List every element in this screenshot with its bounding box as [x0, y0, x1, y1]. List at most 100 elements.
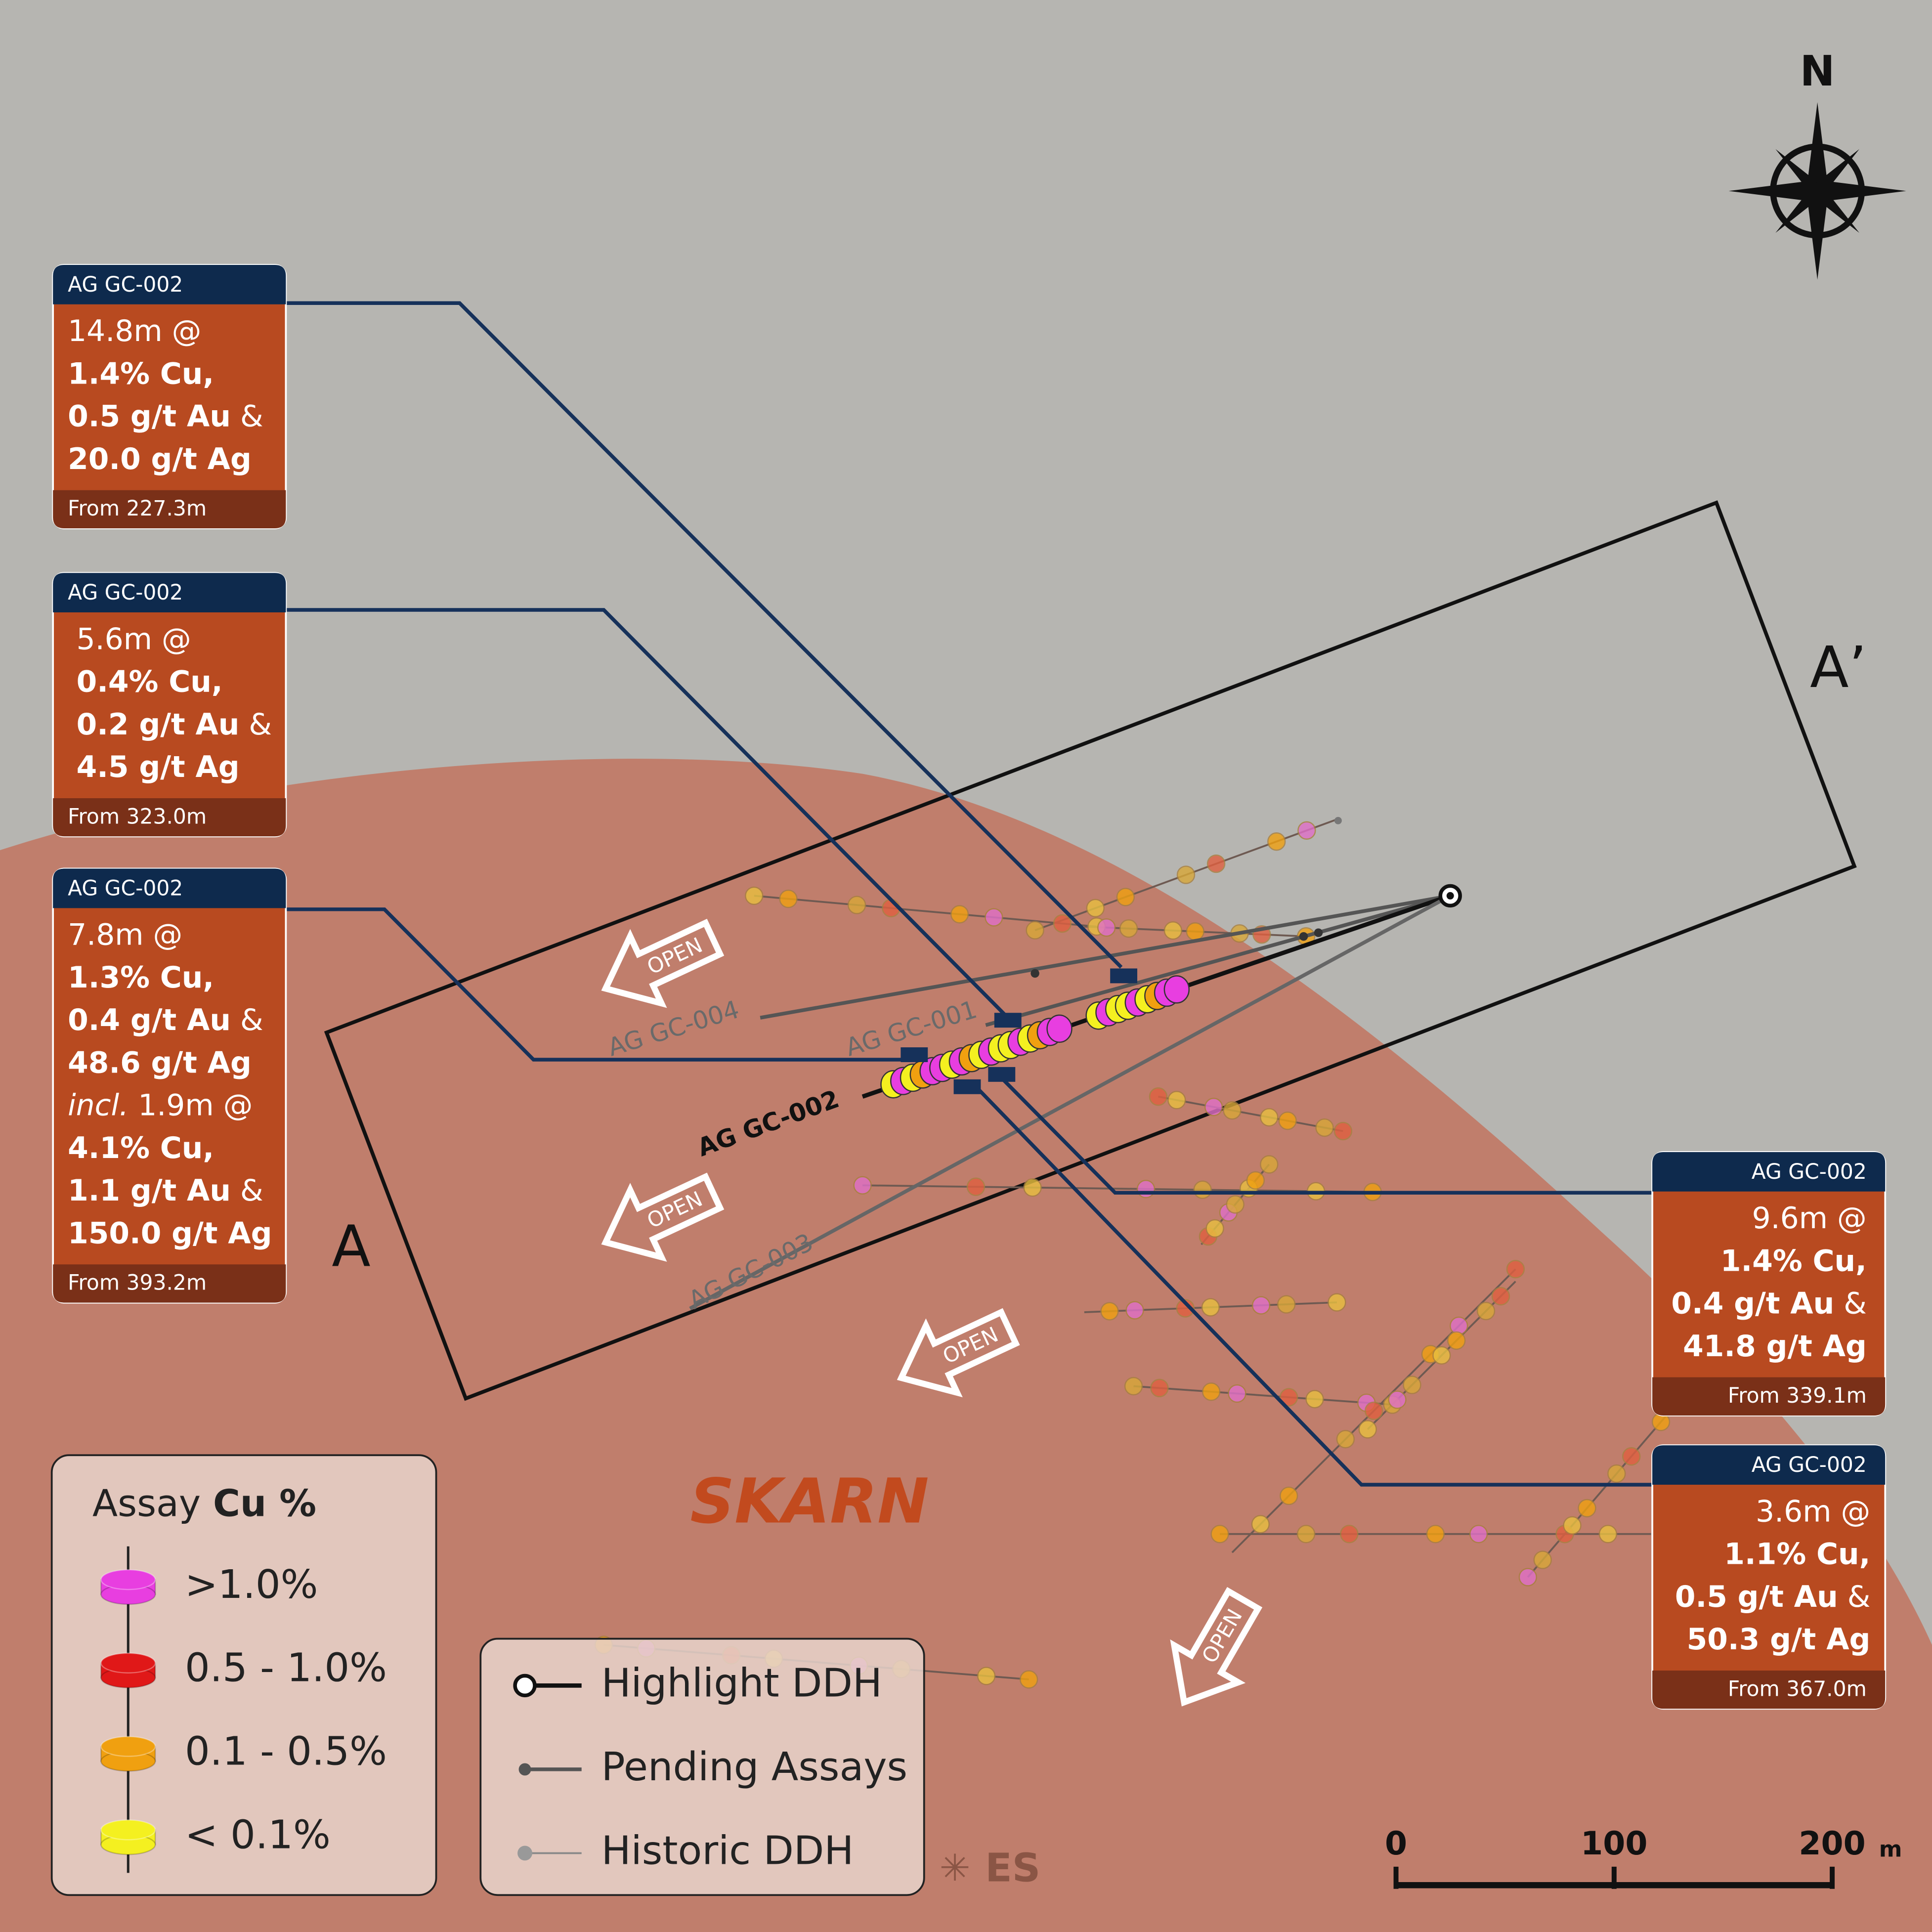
- drillhole: [760, 894, 1451, 1020]
- callout-from: From 227.3m: [68, 496, 207, 520]
- historic-assay: [1023, 1178, 1042, 1197]
- callout-header: [53, 264, 286, 304]
- callout-line: 0.5 g/t Au &: [1675, 1579, 1870, 1614]
- callout-hole: AG GC-002: [1752, 1159, 1867, 1184]
- logo: ES: [985, 1845, 1040, 1890]
- historic-assay: [1279, 1486, 1298, 1505]
- cylinder-top: [100, 1819, 156, 1841]
- callout-from: From 323.0m: [68, 804, 207, 828]
- callout-line: 5.6m @: [77, 622, 191, 656]
- callout-line: 14.8m @: [68, 314, 201, 348]
- historic-assay: [1277, 1295, 1296, 1314]
- callout-text: 4.5 g/t Ag: [77, 750, 240, 784]
- skarn-area: [0, 759, 1932, 1932]
- historic-assay: [1305, 1390, 1324, 1409]
- callout-header: [1652, 1152, 1886, 1192]
- compass-star-diag: [1775, 149, 1859, 233]
- historic-assay: [1622, 1447, 1641, 1466]
- callout-footer: [1652, 1670, 1886, 1709]
- historic-assay: [1315, 1118, 1334, 1137]
- historic-assay: [1518, 1568, 1537, 1587]
- historic-assay: [1053, 914, 1072, 933]
- callout-line: 4.5 g/t Ag: [77, 750, 240, 784]
- historic-assay: [1124, 1376, 1143, 1396]
- historic-ddh: [1133, 1385, 1393, 1406]
- callout-header: [1652, 1445, 1886, 1485]
- intercept-marker: [953, 1079, 981, 1094]
- leader-line: [996, 1073, 1653, 1195]
- callout-text: 0.5 g/t Au: [1675, 1579, 1838, 1614]
- historic-assay: [966, 1177, 986, 1196]
- callout-line: 0.2 g/t Au &: [77, 707, 272, 741]
- historic-assay: [1100, 1302, 1119, 1321]
- historic-assay: [853, 1176, 872, 1195]
- callout: AG GC-002 9.6m @ 1.4% Cu, 0.4 g/t Au & 41.8 …: [1651, 1151, 1887, 1417]
- callout-text: &: [231, 399, 263, 433]
- historic-assay: [1026, 921, 1044, 940]
- historic-assay: [1205, 1219, 1224, 1238]
- historic-assay: [1563, 1516, 1582, 1535]
- cylinder-top: [100, 1652, 156, 1674]
- callout-text: 7.8m @: [68, 917, 182, 952]
- callout-line: 1.4% Cu,: [68, 356, 214, 391]
- assay-legend-title: Assay Cu %: [92, 1482, 316, 1525]
- drillhole: [985, 894, 1451, 1027]
- historic-assay: [1426, 1525, 1445, 1544]
- callout-text: &: [1838, 1579, 1871, 1614]
- historic-assay: [1228, 1384, 1246, 1403]
- callout-text: &: [1834, 1286, 1867, 1321]
- historic-assay: [1533, 1550, 1552, 1569]
- cylinder-top: [100, 1569, 156, 1590]
- unit-label: SKARN: [690, 1466, 929, 1538]
- callout-text: 0.4 g/t Au: [68, 1003, 231, 1037]
- open-arrow-shape: [897, 1308, 1020, 1398]
- ddh-legend-box: [479, 1637, 925, 1896]
- assay-marker: [1046, 1014, 1073, 1043]
- logo-mark: ✳: [940, 1846, 971, 1889]
- historic-assay: [1340, 1525, 1359, 1544]
- callout-text: 0.2 g/t Au: [77, 707, 240, 741]
- scale-label: 200: [1799, 1825, 1865, 1862]
- historic-assay: [1328, 1293, 1346, 1312]
- assay-legend-label: 0.1 - 0.5%: [185, 1728, 387, 1774]
- open-arrow-shape: [601, 919, 725, 1008]
- callout-footer: [53, 1264, 286, 1303]
- historic-assay: [1246, 1171, 1265, 1190]
- intercept-marker: [994, 1013, 1022, 1028]
- historic-assay: [745, 886, 764, 905]
- historic-assay: [1297, 821, 1316, 840]
- callout-text: 9.6m @: [1752, 1201, 1867, 1236]
- drillhole: [689, 894, 1452, 1310]
- historic-assay: [1163, 921, 1183, 940]
- pending-collar: [1314, 928, 1323, 937]
- section-label: A’: [1810, 635, 1867, 701]
- callout-text: 1.9m @: [129, 1088, 253, 1122]
- scale-unit: m: [1879, 1836, 1902, 1862]
- historic-assay: [1201, 1298, 1220, 1317]
- historic-assay: [1364, 1401, 1383, 1420]
- historic-assay: [1278, 1111, 1297, 1130]
- historic-assay: [985, 908, 1003, 927]
- historic-assay: [1506, 1260, 1525, 1279]
- historic-assay: [1476, 1301, 1496, 1321]
- historic-assay: [1296, 1525, 1316, 1544]
- callout-hole: AG GC-002: [68, 580, 183, 604]
- callout-from: From 339.1m: [1728, 1383, 1867, 1408]
- historic-assay: [1267, 832, 1286, 851]
- callout-line: 50.3 g/t Ag: [1687, 1622, 1871, 1657]
- callout-line: incl. 1.9m @: [68, 1088, 253, 1122]
- leader-line: [286, 907, 906, 1062]
- historic-assay: [1403, 1375, 1421, 1394]
- historic-assay: [1388, 1390, 1407, 1409]
- callout-from: From 367.0m: [1728, 1676, 1867, 1701]
- open-arrow-shape: [1170, 1587, 1263, 1707]
- callout: AG GC-002 5.6m @ 0.4% Cu, 0.2 g/t Au & 4.5 g…: [52, 572, 287, 838]
- leader-line: [978, 1089, 1653, 1487]
- ddh-legend-label: Highlight DDH: [601, 1660, 882, 1706]
- callout-footer: [53, 490, 286, 528]
- callout-text: 1.4% Cu,: [1720, 1244, 1867, 1278]
- historic-assay: [1125, 1301, 1144, 1320]
- historic-assay: [1116, 888, 1135, 906]
